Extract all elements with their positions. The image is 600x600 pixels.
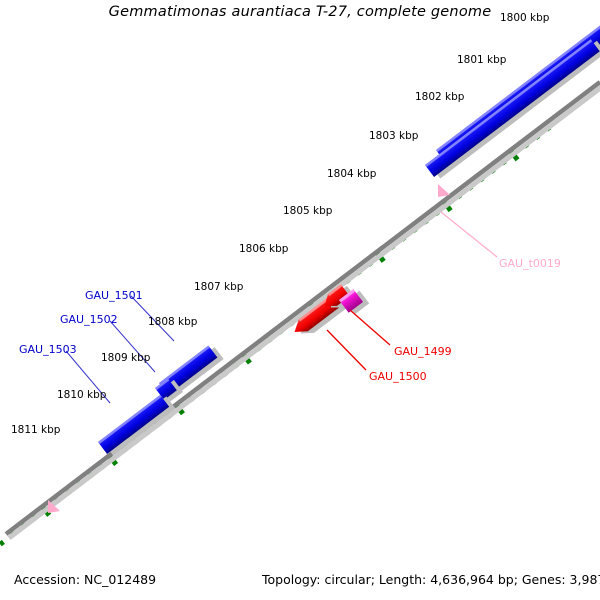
ruler-tick-label-1803: 1803 kbp	[369, 130, 419, 142]
leader-GAU_1500	[326, 329, 367, 371]
trna-marker-GAU_t0019[interactable]	[438, 184, 450, 197]
gene-label-GAU_1499[interactable]: GAU_1499	[394, 345, 452, 358]
ruler-tick-label-1802: 1802 kbp	[415, 91, 465, 103]
page-title: Gemmatimonas aurantiaca T-27, complete g…	[108, 4, 492, 20]
leader-GAU_1503	[65, 350, 111, 404]
ruler-tick-label-1800: 1800 kbp	[500, 12, 550, 24]
ruler-tick-label-1804: 1804 kbp	[327, 168, 377, 180]
gene-feature-GAU_1499[interactable]	[339, 289, 370, 315]
ruler-tick-label-1801: 1801 kbp	[457, 54, 507, 66]
gene-feature-GAU_1502[interactable]	[155, 378, 184, 402]
gene-label-GAU_t0019[interactable]: GAU_t0019	[499, 257, 561, 270]
leader-GAU_t0019	[440, 211, 498, 258]
leader-GAU_1502	[109, 320, 156, 373]
gene-feature-GAU_1503[interactable]	[98, 394, 176, 456]
ruler-tick-label-1807: 1807 kbp	[194, 281, 244, 293]
gene-feature-blue-long-lower[interactable]	[425, 39, 600, 179]
ruler-tick-label-1809: 1809 kbp	[101, 352, 151, 364]
gene-label-GAU_1503[interactable]: GAU_1503	[19, 343, 77, 356]
leader-GAU_1501	[130, 295, 175, 342]
gene-label-GAU_1501[interactable]: GAU_1501	[85, 289, 143, 302]
ruler-tick-label-1808: 1808 kbp	[148, 316, 198, 328]
gene-label-GAU_1500[interactable]: GAU_1500	[369, 370, 427, 383]
genome-backbone	[4, 80, 600, 540]
gene-label-GAU_1502[interactable]: GAU_1502	[60, 313, 118, 326]
status-bar: Accession: NC_012489 Topology: circular;…	[0, 572, 600, 596]
genome-metadata-text: Topology: circular; Length: 4,636,964 bp…	[262, 572, 600, 587]
leader-GAU_1499	[349, 309, 391, 346]
ruler-tick-label-1805: 1805 kbp	[283, 205, 333, 217]
trna-marker-lower-left[interactable]	[48, 500, 60, 513]
leader-lines	[65, 211, 498, 404]
ruler-tick-label-1811: 1811 kbp	[11, 424, 61, 436]
ruler-tick-label-1810: 1810 kbp	[57, 389, 107, 401]
accession-text: Accession: NC_012489	[14, 572, 157, 587]
ruler-tick-label-1806: 1806 kbp	[239, 243, 289, 255]
